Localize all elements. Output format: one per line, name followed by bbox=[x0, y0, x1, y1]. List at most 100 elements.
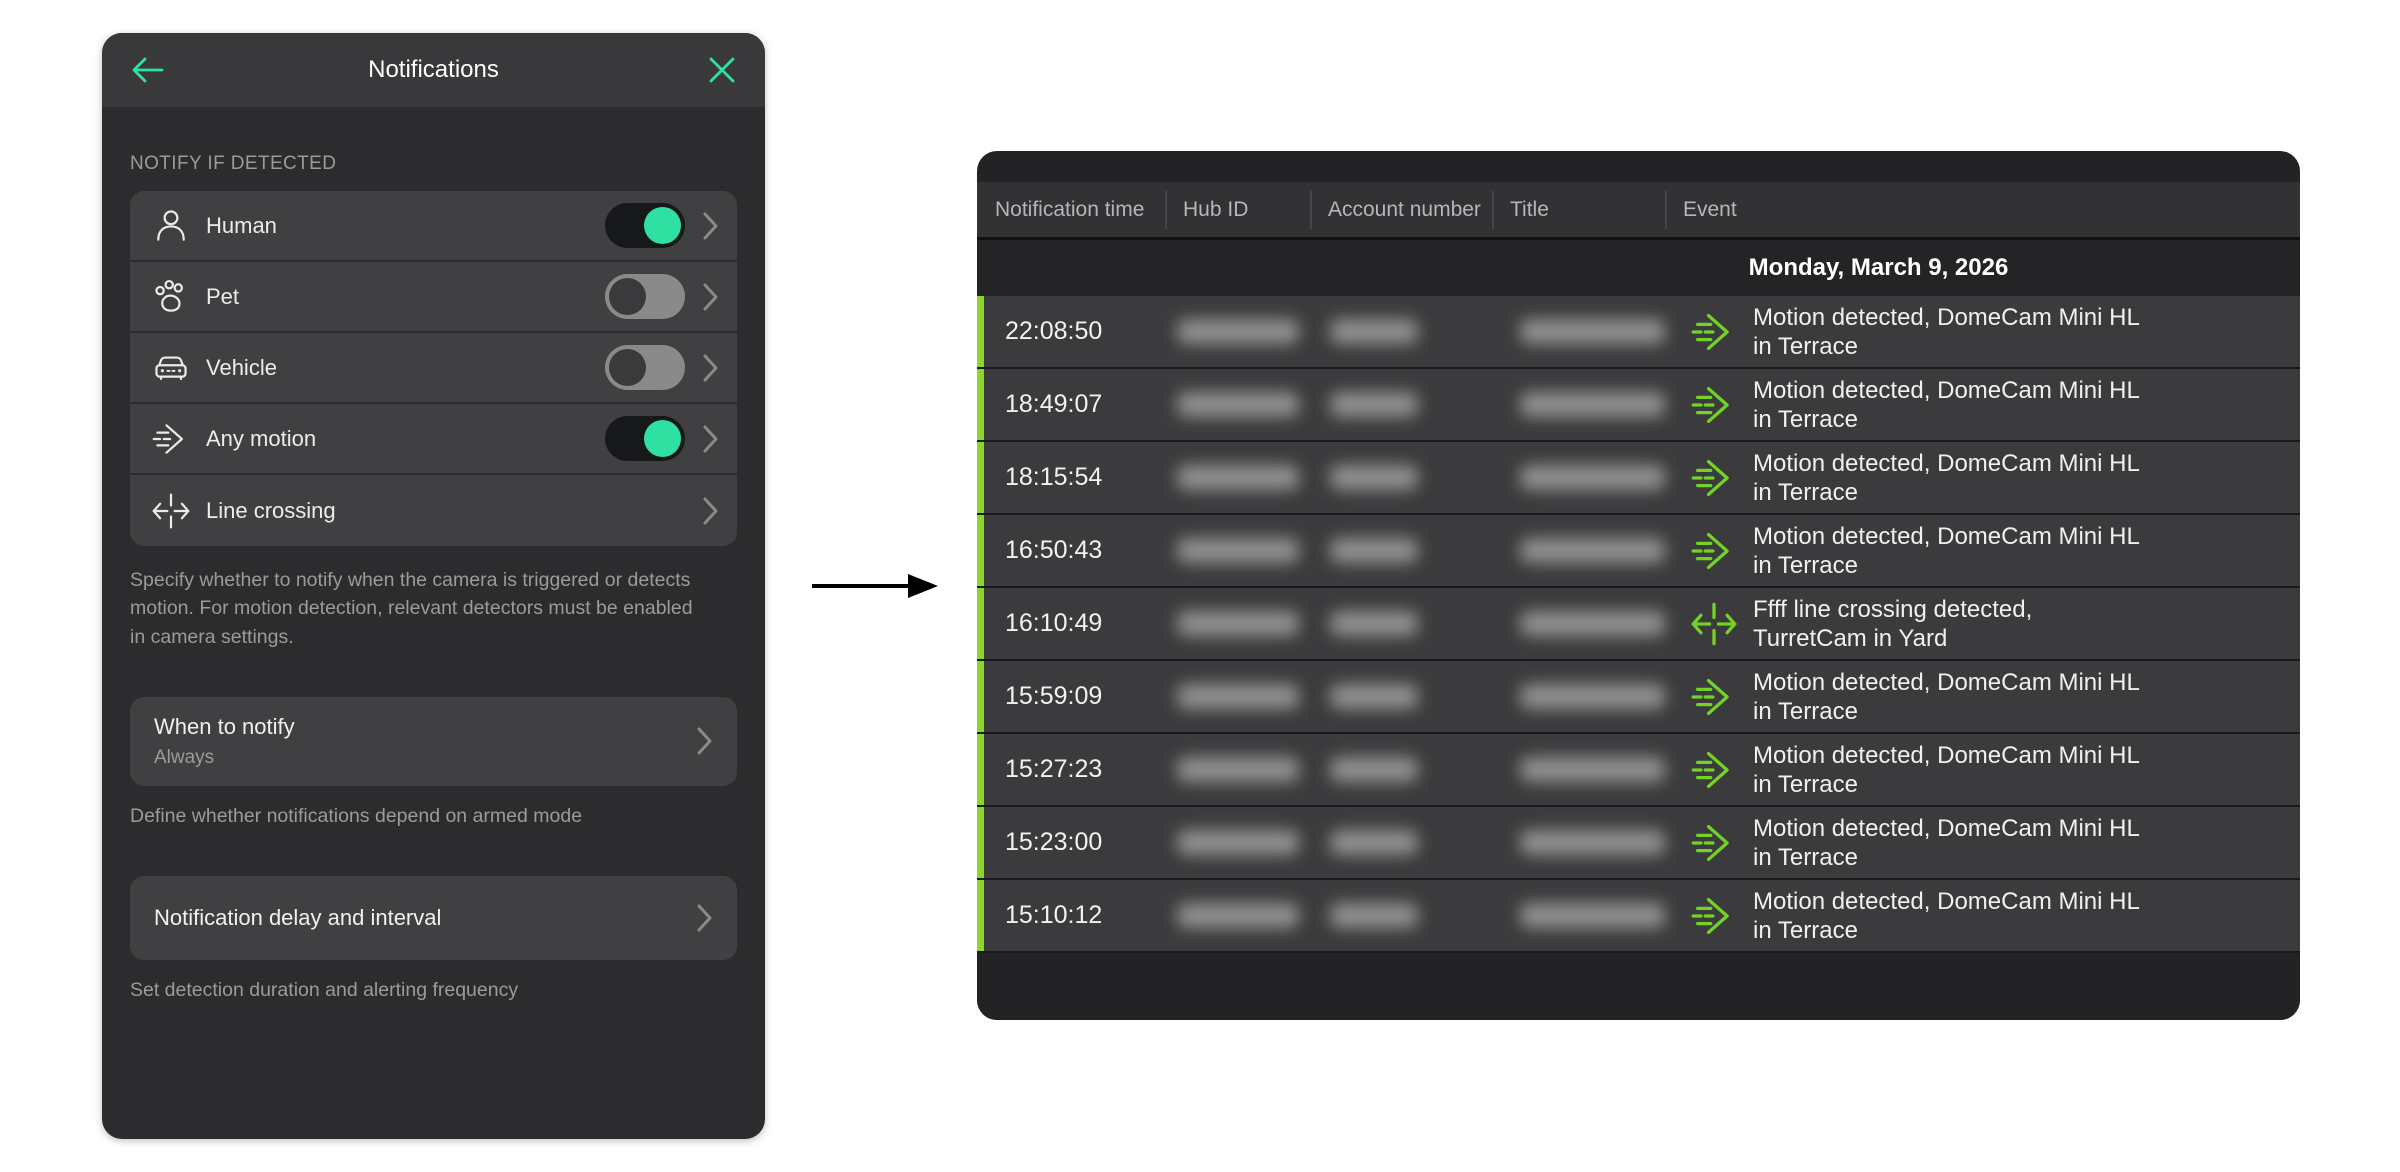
detector-toggle[interactable] bbox=[605, 416, 685, 461]
event-text: Motion detected, DomeCam Mini HL in Terr… bbox=[1753, 887, 2140, 944]
hub-id-cell bbox=[1165, 515, 1310, 586]
title-cell bbox=[1492, 880, 1665, 951]
detector-toggle[interactable] bbox=[605, 203, 685, 248]
notification-time-cell: 16:50:43 bbox=[1005, 536, 1103, 564]
account-number-redacted bbox=[1330, 465, 1418, 490]
close-button[interactable] bbox=[703, 51, 741, 89]
account-number-cell bbox=[1310, 661, 1492, 732]
when-to-notify-value: Always bbox=[154, 746, 215, 768]
account-number-cell bbox=[1310, 807, 1492, 878]
when-to-notify-item[interactable]: When to notify Always bbox=[130, 696, 737, 786]
column-header-account-number: Account number bbox=[1310, 182, 1492, 237]
event-text: Motion detected, DomeCam Mini HL in Terr… bbox=[1753, 668, 2140, 725]
detectors-hint: Specify whether to notify when the camer… bbox=[130, 569, 693, 648]
account-number-cell bbox=[1310, 369, 1492, 440]
title-cell bbox=[1492, 296, 1665, 367]
notification-time-cell: 22:08:50 bbox=[1005, 317, 1103, 345]
detector-row-vehicle[interactable]: Vehicle bbox=[130, 333, 737, 404]
event-cell: Motion detected, DomeCam Mini HL in Terr… bbox=[1665, 515, 2300, 586]
hub-id-cell bbox=[1165, 369, 1310, 440]
detector-toggle[interactable] bbox=[605, 345, 685, 390]
detector-row-any-motion[interactable]: Any motion bbox=[130, 404, 737, 475]
log-row[interactable]: 15:27:23 Motion detected, DomeCam Mini H… bbox=[977, 734, 2300, 807]
detector-toggle[interactable] bbox=[605, 274, 685, 319]
title-redacted bbox=[1520, 319, 1665, 344]
title-redacted bbox=[1520, 684, 1665, 709]
hub-id-redacted bbox=[1177, 757, 1299, 782]
log-row[interactable]: 15:23:00 Motion detected, DomeCam Mini H… bbox=[977, 807, 2300, 880]
account-number-cell bbox=[1310, 515, 1492, 586]
date-group-row: Monday, March 9, 2026 bbox=[977, 240, 2300, 296]
event-text: Motion detected, DomeCam Mini HL in Terr… bbox=[1753, 741, 2140, 798]
detector-row-line-crossing[interactable]: Line crossing bbox=[130, 475, 737, 546]
back-button[interactable] bbox=[126, 50, 170, 90]
panel-body: NOTIFY IF DETECTED Human Pet Vehicle Any… bbox=[102, 153, 765, 1004]
pet-icon bbox=[150, 276, 192, 318]
title-cell bbox=[1492, 734, 1665, 805]
notification-time-cell: 15:10:12 bbox=[1005, 901, 1103, 929]
account-number-redacted bbox=[1330, 319, 1418, 344]
hub-id-cell bbox=[1165, 734, 1310, 805]
line-crossing-event-icon bbox=[1690, 600, 1738, 648]
chevron-right-icon bbox=[703, 425, 719, 453]
motion-event-icon bbox=[1690, 308, 1738, 356]
log-row[interactable]: 16:10:49 Ffff line crossing detected, Tu… bbox=[977, 588, 2300, 661]
account-number-redacted bbox=[1330, 684, 1418, 709]
log-row[interactable]: 22:08:50 Motion detected, DomeCam Mini H… bbox=[977, 296, 2300, 369]
detector-row-human[interactable]: Human bbox=[130, 191, 737, 262]
log-row[interactable]: 15:10:12 Motion detected, DomeCam Mini H… bbox=[977, 880, 2300, 953]
log-row[interactable]: 16:50:43 Motion detected, DomeCam Mini H… bbox=[977, 515, 2300, 588]
notification-delay-title: Notification delay and interval bbox=[154, 905, 442, 931]
hub-id-cell bbox=[1165, 661, 1310, 732]
log-row[interactable]: 15:59:09 Motion detected, DomeCam Mini H… bbox=[977, 661, 2300, 734]
title-redacted bbox=[1520, 611, 1665, 636]
when-to-notify-title: When to notify bbox=[154, 713, 295, 739]
when-to-notify-hint: Define whether notifications depend on a… bbox=[130, 804, 583, 827]
toggle-knob bbox=[644, 207, 681, 244]
account-number-redacted bbox=[1330, 538, 1418, 563]
notifications-log-table: Notification time Hub ID Account number Tit… bbox=[977, 151, 2300, 1020]
event-text: Motion detected, DomeCam Mini HL in Terr… bbox=[1753, 376, 2140, 433]
hub-id-redacted bbox=[1177, 465, 1299, 490]
hub-id-redacted bbox=[1177, 830, 1299, 855]
event-cell: Motion detected, DomeCam Mini HL in Terr… bbox=[1665, 807, 2300, 878]
flow-arrow-icon bbox=[810, 568, 942, 604]
human-icon bbox=[150, 205, 192, 247]
account-number-cell bbox=[1310, 296, 1492, 367]
table-top-cap bbox=[977, 151, 2300, 182]
title-cell bbox=[1492, 807, 1665, 878]
hub-id-redacted bbox=[1177, 611, 1299, 636]
event-cell: Motion detected, DomeCam Mini HL in Terr… bbox=[1665, 442, 2300, 513]
account-number-redacted bbox=[1330, 392, 1418, 417]
hub-id-cell bbox=[1165, 442, 1310, 513]
hub-id-cell bbox=[1165, 807, 1310, 878]
account-number-cell bbox=[1310, 734, 1492, 805]
event-text: Motion detected, DomeCam Mini HL in Terr… bbox=[1753, 303, 2140, 360]
chevron-right-icon bbox=[697, 727, 713, 755]
hub-id-redacted bbox=[1177, 538, 1299, 563]
motion-event-icon bbox=[1690, 454, 1738, 502]
event-cell: Motion detected, DomeCam Mini HL in Terr… bbox=[1665, 734, 2300, 805]
account-number-redacted bbox=[1330, 830, 1418, 855]
hub-id-cell bbox=[1165, 296, 1310, 367]
chevron-right-icon bbox=[703, 283, 719, 311]
hub-id-redacted bbox=[1177, 392, 1299, 417]
notification-time-cell: 15:23:00 bbox=[1005, 828, 1103, 856]
event-cell: Ffff line crossing detected, TurretCam i… bbox=[1665, 588, 2300, 659]
title-cell bbox=[1492, 442, 1665, 513]
log-row[interactable]: 18:15:54 Motion detected, DomeCam Mini H… bbox=[977, 442, 2300, 515]
column-header-notification-time: Notification time bbox=[995, 197, 1145, 221]
motion-event-icon bbox=[1690, 527, 1738, 575]
detector-row-pet[interactable]: Pet bbox=[130, 262, 737, 333]
log-row[interactable]: 18:49:07 Motion detected, DomeCam Mini H… bbox=[977, 369, 2300, 442]
chevron-right-icon bbox=[697, 904, 713, 932]
account-number-redacted bbox=[1330, 757, 1418, 782]
account-number-redacted bbox=[1330, 611, 1418, 636]
title-cell bbox=[1492, 369, 1665, 440]
notification-delay-hint: Set detection duration and alerting freq… bbox=[130, 979, 519, 1002]
hub-id-redacted bbox=[1177, 319, 1299, 344]
title-cell bbox=[1492, 515, 1665, 586]
motion-event-icon bbox=[1690, 381, 1738, 429]
notification-delay-item[interactable]: Notification delay and interval bbox=[130, 876, 737, 961]
